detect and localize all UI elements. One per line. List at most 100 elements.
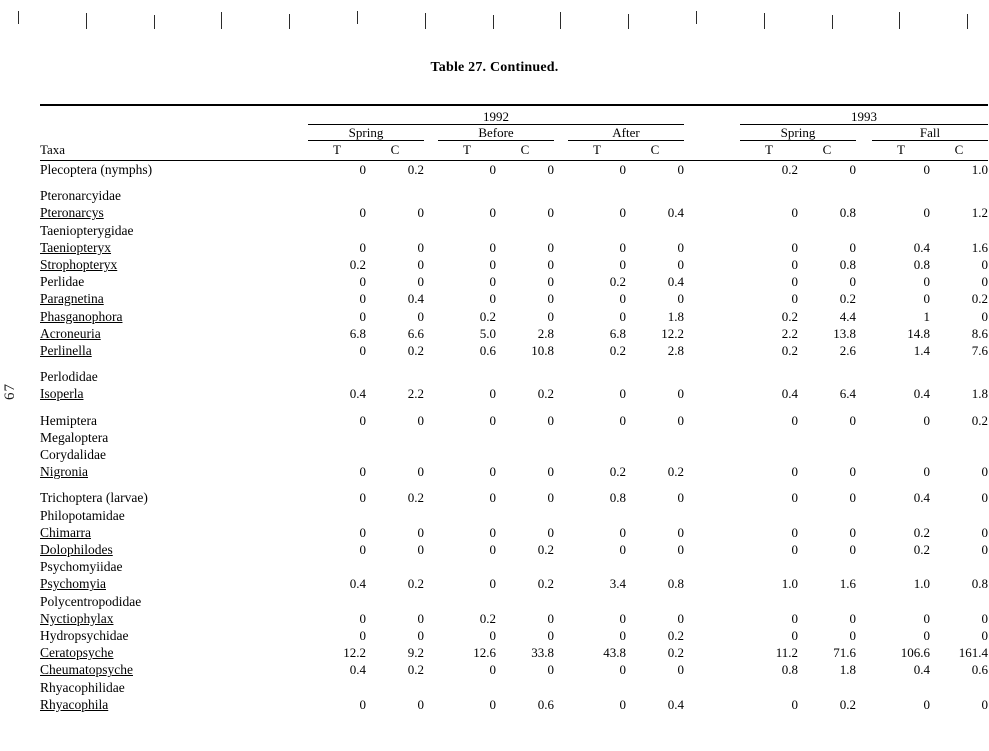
- column-spacer: [684, 342, 740, 359]
- data-cell: [366, 429, 424, 446]
- data-cell: [798, 446, 856, 463]
- column-spacer: [554, 661, 568, 678]
- data-cell: 3.4: [609, 576, 626, 592]
- taxon-label: Dolophilodes: [40, 542, 113, 558]
- data-cell: [930, 446, 988, 463]
- column-spacer: [424, 161, 438, 179]
- data-cell: 0.2: [781, 308, 798, 324]
- table-row: Dolophilodes 0 0 0 0.2 0 0 0 0 0.2 0: [40, 541, 988, 558]
- data-cell: [872, 446, 930, 463]
- data-cell: 0.2: [407, 576, 424, 592]
- data-cell: [366, 222, 424, 239]
- data-cell: 0: [923, 291, 931, 307]
- scan-tick-mark: [424, 13, 426, 29]
- column-spacer: [424, 204, 438, 221]
- data-cell: 0: [791, 464, 799, 480]
- data-cell: 0: [791, 291, 799, 307]
- column-spacer: [684, 222, 740, 239]
- taxon-name: Psychomyiidae: [40, 558, 308, 575]
- data-cell: 0: [791, 274, 799, 290]
- scan-edge-tick-strip: [0, 0, 989, 34]
- data-cell: 2.8: [667, 343, 684, 359]
- data-cell: 0: [619, 628, 627, 644]
- data-cell: 0: [791, 490, 799, 506]
- column-spacer: [856, 290, 872, 307]
- table-row: Philopotamidae: [40, 507, 988, 524]
- column-spacer: [684, 644, 740, 661]
- data-cell: [438, 222, 496, 239]
- data-cell: 0: [923, 162, 931, 177]
- column-spacer: [554, 446, 568, 463]
- column-spacer: [554, 489, 568, 506]
- scan-tick-mark: [289, 14, 291, 29]
- column-spacer: [424, 644, 438, 661]
- data-cell: 0.2: [781, 162, 798, 177]
- data-cell: 0: [619, 542, 627, 558]
- data-cell: [568, 222, 626, 239]
- data-cell: 0.2: [971, 291, 988, 307]
- column-spacer: [856, 273, 872, 290]
- data-cell: 0: [359, 464, 367, 480]
- data-cell: 0: [619, 696, 627, 712]
- data-cell: 0.2: [407, 662, 424, 678]
- data-cell: 0.2: [913, 542, 930, 558]
- column-spacer: [554, 558, 568, 575]
- taxon-name: Cheumatopsyche: [40, 661, 308, 678]
- taxon-name: Perlinella: [40, 342, 308, 359]
- column-spacer: [856, 412, 872, 429]
- data-cell: 0.2: [667, 645, 684, 661]
- table-row: Psychomyiidae: [40, 558, 988, 575]
- column-spacer: [856, 610, 872, 627]
- year-group-1992: 1992: [308, 109, 684, 125]
- table-row: Megaloptera: [40, 429, 988, 446]
- table-top-rule: [40, 104, 988, 109]
- data-cell: 0: [417, 610, 425, 626]
- table-row: Taeniopterygidae: [40, 222, 988, 239]
- data-cell: 0: [923, 696, 931, 712]
- data-cell: 0.2: [609, 464, 626, 480]
- data-cell: [798, 679, 856, 696]
- table-row: Plecoptera (nymphs) 0 0.2 0 0 0 0 0.2 0 0 1.0: [40, 161, 988, 179]
- column-spacer: [856, 463, 872, 480]
- data-cell: 0: [417, 239, 425, 255]
- table-row: Rhyacophila 0 0 0 0.6 0 0.4 0 0.2 0 0: [40, 696, 988, 713]
- data-cell: 0.4: [349, 386, 366, 402]
- data-cell: 0: [489, 205, 497, 221]
- data-cell: 0: [359, 628, 367, 644]
- column-spacer: [554, 524, 568, 541]
- data-cell: 0: [489, 274, 497, 290]
- data-cell: 0: [981, 257, 989, 273]
- data-cell: 0: [849, 162, 857, 177]
- scan-tick-mark: [899, 12, 901, 29]
- season-1993-spring: Spring: [740, 124, 856, 141]
- column-spacer: [554, 239, 568, 256]
- data-cell: [740, 558, 798, 575]
- taxon-label: Isoperla: [40, 386, 84, 402]
- taxon-name: Rhyacophilidae: [40, 679, 308, 696]
- taxon-name: Perlodidae: [40, 368, 308, 385]
- data-cell: 0.2: [609, 343, 626, 359]
- scan-tick-mark: [357, 11, 358, 24]
- data-cell: 1.2: [971, 205, 988, 221]
- column-spacer: [424, 661, 438, 678]
- column-spacer: [554, 187, 568, 204]
- taxon-name: Perlidae: [40, 273, 308, 290]
- data-cell: 8.6: [971, 325, 988, 341]
- taxon-label: Psychomyiidae: [40, 559, 123, 575]
- species-abundance-table: 1992 1993 Spring Before After Spring Fal…: [40, 104, 988, 713]
- data-cell: [438, 446, 496, 463]
- taxon-label: Phasganophora: [40, 308, 123, 324]
- data-cell: [626, 679, 684, 696]
- data-cell: [568, 368, 626, 385]
- data-cell: 0.6: [479, 343, 496, 359]
- scan-tick-mark: [153, 15, 155, 29]
- taxon-name: Plecoptera (nymphs): [40, 161, 308, 179]
- data-cell: 0: [677, 162, 685, 177]
- data-cell: 0.2: [407, 490, 424, 506]
- data-cell: 0: [359, 239, 367, 255]
- data-cell: 43.8: [603, 645, 626, 661]
- col-header-1993-spring-c: C: [822, 142, 832, 157]
- data-cell: [568, 593, 626, 610]
- column-spacer: [554, 627, 568, 644]
- data-cell: 1.8: [839, 662, 856, 678]
